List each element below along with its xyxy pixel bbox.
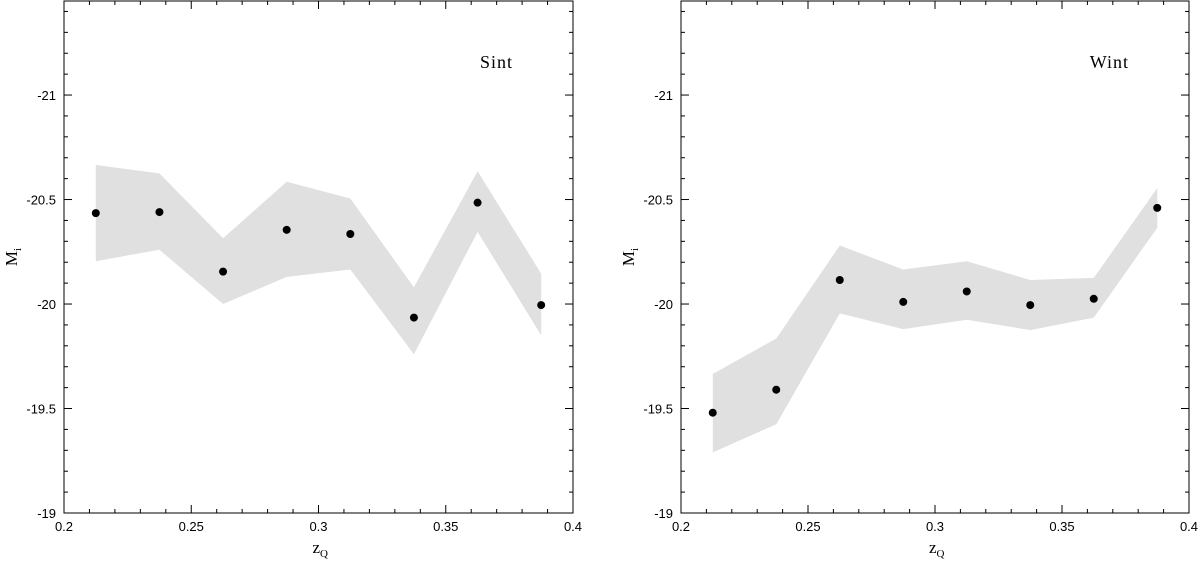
y-tick-label: -20.5 xyxy=(26,193,56,208)
panel-label: Wint xyxy=(1090,52,1129,72)
y-tick-label: -21 xyxy=(37,88,56,103)
y-axis-label-subscript: i xyxy=(629,248,641,251)
data-point xyxy=(91,209,100,218)
x-tick-label: 0.4 xyxy=(564,519,582,534)
data-point xyxy=(1026,301,1035,310)
y-tick-label: -19 xyxy=(654,506,673,521)
error-band xyxy=(712,188,1158,453)
data-point xyxy=(155,208,164,217)
data-points xyxy=(91,198,546,322)
data-point xyxy=(899,297,908,306)
y-tick-label: -19.5 xyxy=(643,402,673,417)
x-tick-labels: 0.2 0.25 0.3 0.35 0.4 xyxy=(672,519,1198,534)
y-tick-labels: -21 -20.5 -20 -19.5 -19 xyxy=(643,88,673,521)
y-axis-title: Mi xyxy=(619,248,641,266)
chart-panel-wint: 0.2 0.25 0.3 0.35 0.4 -21 -20.5 -20 -19.5 -19 Wi… xyxy=(619,0,1198,560)
data-point xyxy=(1089,294,1098,303)
panel-label: Sint xyxy=(480,52,513,72)
data-point xyxy=(409,313,418,322)
x-tick-labels: 0.2 0.25 0.3 0.35 0.4 xyxy=(55,519,582,534)
data-point xyxy=(1153,203,1162,212)
data-point xyxy=(282,225,291,234)
y-tick-labels: -21 -20.5 -20 -19.5 -19 xyxy=(26,88,56,521)
y-axis-title: Mi xyxy=(2,248,24,266)
data-point xyxy=(473,198,482,207)
x-tick-label: 0.3 xyxy=(926,519,944,534)
plot-frame xyxy=(680,0,1190,514)
y-axis-label-subscript: i xyxy=(12,248,24,251)
error-band xyxy=(95,165,542,355)
x-tick-label: 0.35 xyxy=(1049,519,1074,534)
data-point xyxy=(537,301,546,310)
x-axis-title: zQ xyxy=(313,538,329,560)
y-tick-label: -21 xyxy=(654,88,673,103)
data-point xyxy=(708,408,717,417)
x-tick-label: 0.2 xyxy=(55,519,73,534)
x-tick-label: 0.3 xyxy=(309,519,327,534)
y-tick-label: -19.5 xyxy=(26,402,56,417)
chart-panel-sint: 0.2 0.25 0.3 0.35 0.4 -21 -20.5 -20 -19.5 -19 Si… xyxy=(2,0,582,560)
x-tick-label: 0.4 xyxy=(1180,519,1198,534)
y-tick-label: -20 xyxy=(654,297,673,312)
x-tick-label: 0.25 xyxy=(795,519,820,534)
x-axis-label-subscript: Q xyxy=(320,548,328,560)
y-axis-label: M xyxy=(619,251,638,266)
plot-frame xyxy=(63,0,574,514)
x-tick-label: 0.2 xyxy=(672,519,690,534)
data-point xyxy=(835,275,844,284)
data-point xyxy=(962,287,971,296)
y-tick-label: -20 xyxy=(37,297,56,312)
x-axis-title: zQ xyxy=(929,538,945,560)
y-tick-label: -20.5 xyxy=(643,193,673,208)
y-tick-label: -19 xyxy=(37,506,56,521)
data-point xyxy=(219,267,228,276)
x-axis-label-subscript: Q xyxy=(937,548,945,560)
data-point xyxy=(772,385,781,394)
data-points xyxy=(708,203,1162,417)
data-point xyxy=(346,230,355,239)
x-tick-label: 0.25 xyxy=(179,519,204,534)
x-tick-label: 0.35 xyxy=(433,519,458,534)
y-axis-label: M xyxy=(2,251,21,266)
x-axis-label: z xyxy=(313,538,321,557)
x-axis-label: z xyxy=(929,538,937,557)
